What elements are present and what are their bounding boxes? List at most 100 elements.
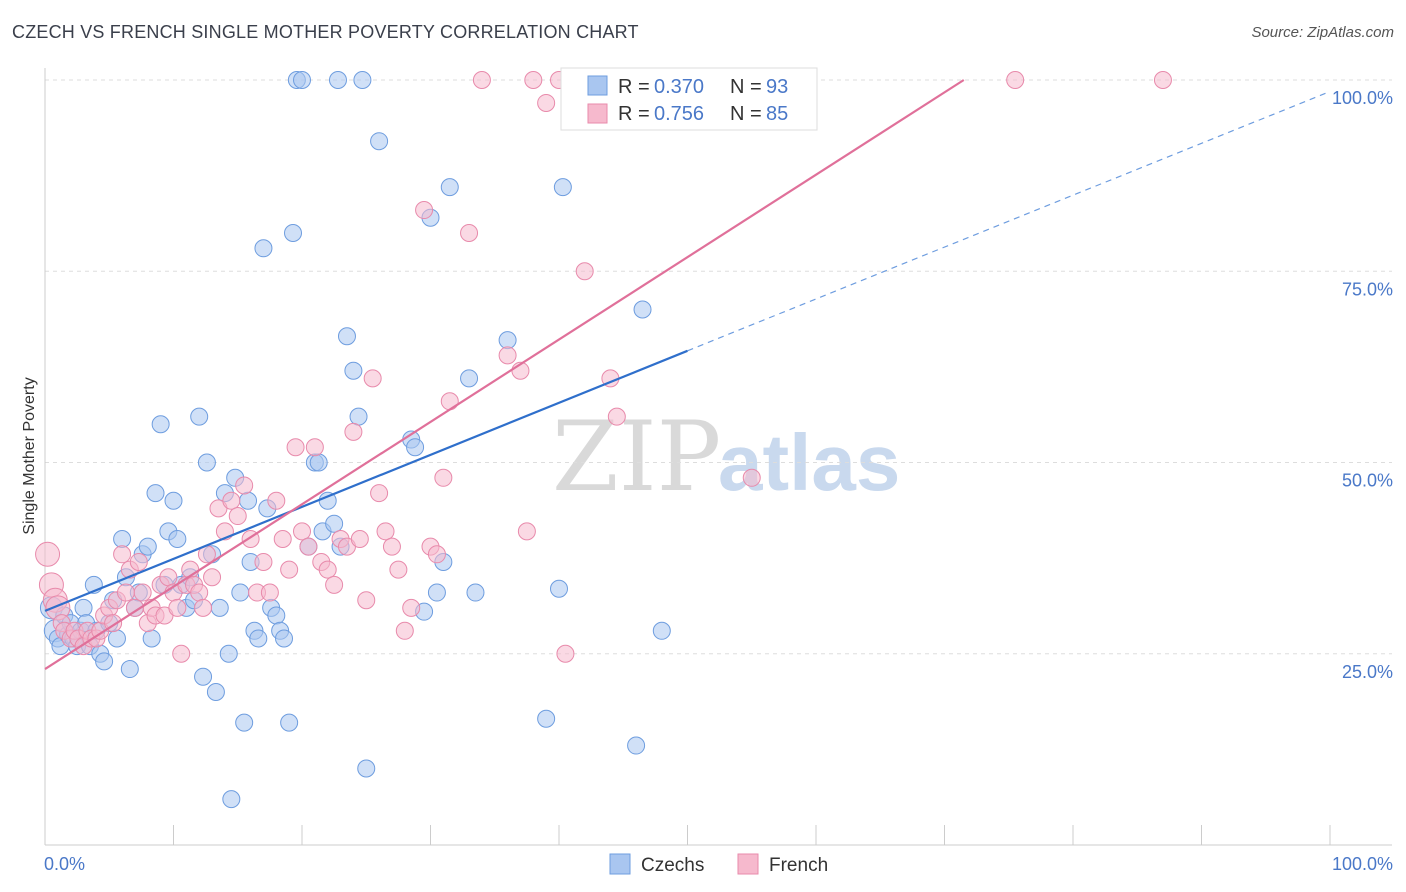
point-czechs-72 [337,327,356,346]
legend-czechs-r-label: R = [618,76,650,98]
point-french-47 [254,552,273,571]
series-french-points [35,71,1172,663]
point-french-18 [113,545,132,564]
point-czechs-60 [280,713,299,732]
point-czechs-91 [627,736,646,755]
point-french-53 [293,522,311,541]
point-czechs-22 [120,660,139,679]
point-czechs-29 [151,415,170,434]
point-french-74 [434,468,453,487]
legend-french-n-value: 85 [766,103,788,125]
bottom-legend-french: French [769,855,828,876]
point-french-63 [357,591,376,610]
bottom-legend-swatch-czechs [609,853,631,875]
legend-czechs-n-label: N = [730,76,762,98]
point-czechs-61 [284,224,303,242]
point-czechs-57 [267,606,286,625]
trend-line-french [44,79,965,670]
y-tick-label-25: 25.0% [1342,662,1393,682]
trend-line-czechs [44,349,688,612]
point-czechs-86 [466,583,485,602]
point-french-50 [273,530,292,548]
source-label: Source: ZipAtlas.com [1251,24,1394,41]
legend-czechs-n-value: 93 [766,76,788,98]
point-french-70 [402,598,421,617]
point-french-57 [318,560,337,579]
point-french-29 [159,568,178,587]
point-czechs-84 [440,178,459,197]
point-czechs-26 [138,537,157,556]
point-czechs-89 [550,579,568,598]
point-french-64 [363,369,382,388]
point-french-88 [742,468,761,487]
point-french-39 [203,568,222,587]
point-french-67 [382,537,401,556]
point-french-0 [35,541,61,567]
point-czechs-38 [190,407,209,426]
point-czechs-88 [537,709,556,728]
point-french-85 [575,262,594,281]
point-czechs-74 [349,407,368,426]
point-czechs-27 [142,629,161,648]
point-czechs-54 [254,239,273,258]
legend-czechs-r-value: 0.370 [654,76,704,98]
stats-legend: R = 0.370 N = 93 R = 0.756 N = 85 [560,67,818,131]
point-czechs-63 [293,71,311,89]
point-czechs-49 [235,713,254,732]
point-french-43 [228,507,247,526]
legend-french-n-label: N = [730,103,762,125]
point-czechs-85 [460,369,479,388]
point-czechs-79 [406,438,425,457]
point-french-75 [440,392,459,411]
point-czechs-28 [146,484,165,503]
point-french-48 [260,583,279,602]
point-french-19 [116,583,135,602]
point-french-77 [472,71,491,89]
point-french-36 [190,583,209,602]
point-czechs-45 [219,644,238,663]
trend-line-czechs-extension [687,90,1331,352]
trend-lines [44,79,1331,670]
point-czechs-66 [309,453,328,472]
bottom-legend-swatch-french [737,853,759,875]
point-czechs-92 [633,300,652,319]
point-french-22 [129,552,148,571]
x-tick-label-min: 0.0% [44,854,85,874]
point-french-42 [222,491,241,510]
legend-swatch-czechs [587,75,608,96]
point-french-51 [280,560,299,579]
point-french-31 [168,598,187,617]
point-czechs-87 [498,331,517,350]
point-french-44 [235,476,254,495]
point-czechs-69 [325,514,344,533]
point-french-49 [267,491,286,510]
point-french-73 [427,545,446,564]
point-french-32 [172,644,191,663]
point-czechs-82 [427,583,446,602]
point-czechs-42 [206,683,225,701]
point-french-82 [537,93,556,112]
point-french-65 [370,484,389,503]
chart-title: CZECH VS FRENCH SINGLE MOTHER POVERTY CO… [12,22,639,42]
point-french-23 [133,583,152,602]
point-french-90 [1153,71,1172,89]
point-french-80 [517,522,536,541]
x-tick-label-max: 100.0% [1332,854,1393,874]
point-french-37 [194,598,213,617]
legend-french-r-label: R = [618,103,650,125]
point-french-71 [415,201,434,220]
point-french-61 [344,422,363,441]
point-french-89 [1006,71,1025,89]
y-tick-label-75: 75.0% [1342,279,1393,299]
point-czechs-75 [353,71,372,89]
point-czechs-77 [370,132,389,151]
point-french-52 [286,438,305,457]
point-czechs-16 [95,652,114,671]
point-czechs-33 [168,530,187,548]
series-legend: Czechs French [609,853,828,876]
y-tick-label-50: 50.0% [1342,471,1393,491]
point-czechs-46 [222,790,241,809]
point-french-66 [376,522,395,541]
watermark-zip: ZIP [552,401,721,513]
